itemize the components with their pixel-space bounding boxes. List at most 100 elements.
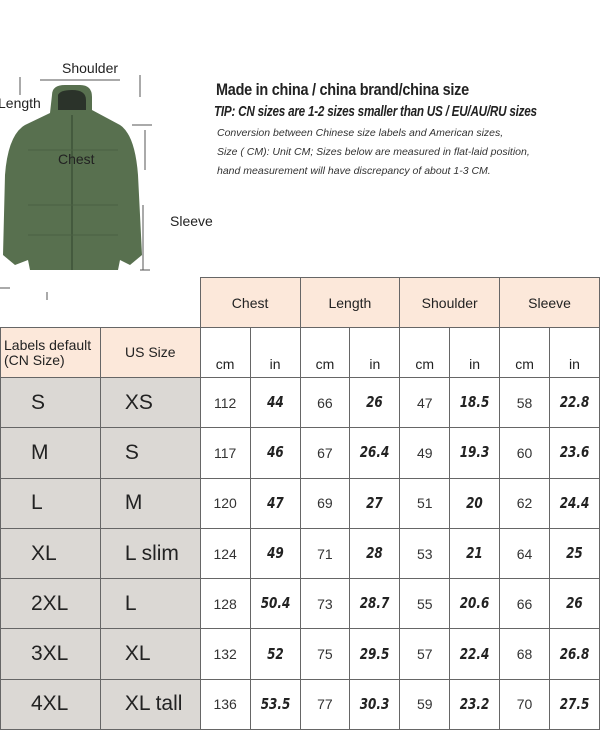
value-cm: 66 xyxy=(499,578,550,630)
value-cm: 49 xyxy=(399,427,451,479)
value-in: 27.5 xyxy=(559,694,590,713)
value-in: 46 xyxy=(266,443,284,462)
value-in-cell: 22.8 xyxy=(548,376,600,429)
value-cm: 64 xyxy=(499,527,550,580)
value-in: 21 xyxy=(466,544,483,563)
value-in-cell: 27 xyxy=(349,477,401,529)
us-size: L slim xyxy=(99,527,201,580)
shoulder-label: Shoulder xyxy=(62,60,119,76)
value-cm: 73 xyxy=(299,578,351,630)
value-cm: 66 xyxy=(299,376,351,429)
unit-in: in xyxy=(548,327,600,378)
value-in-cell: 28 xyxy=(349,527,401,580)
value-cm: 67 xyxy=(299,427,351,479)
value-in-cell: 23.6 xyxy=(548,427,600,479)
value-cm: 128 xyxy=(199,578,251,630)
value-cm: 132 xyxy=(199,628,251,680)
us-size: XL tall xyxy=(99,678,201,730)
value-in: 28 xyxy=(366,544,384,563)
value-in-cell: 25 xyxy=(548,527,600,580)
value-cm: 55 xyxy=(399,578,451,630)
value-in-cell: 27.5 xyxy=(548,678,600,730)
header-cn-size: Labels default (CN Size) xyxy=(0,327,101,378)
table-row: 4XL XL tall 136 53.5 77 30.3 59 23.2 70 27.5 xyxy=(0,678,600,730)
table-row: L M 120 47 69 27 51 20 62 24.4 xyxy=(0,477,600,529)
cn-size: S xyxy=(0,376,101,429)
description-line: Conversion between Chinese size labels a… xyxy=(217,127,504,139)
value-cm: 71 xyxy=(299,527,351,580)
description-line: hand measurement will have discrepancy o… xyxy=(217,165,491,177)
unit-in: in xyxy=(349,327,401,378)
length-label: Length xyxy=(0,95,41,111)
value-in: 44 xyxy=(266,393,284,412)
value-in: 49 xyxy=(266,544,284,563)
value-in-cell: 20.6 xyxy=(449,578,501,630)
value-in-cell: 50.4 xyxy=(249,578,301,630)
value-in-cell: 21 xyxy=(449,527,501,580)
value-in-cell: 23.2 xyxy=(449,678,501,730)
empty-corner xyxy=(0,277,201,328)
value-in-cell: 18.5 xyxy=(449,376,501,429)
table-row: XL L slim 124 49 71 28 53 21 64 25 xyxy=(0,527,600,580)
value-cm: 51 xyxy=(399,477,451,529)
us-size: XL xyxy=(99,628,201,680)
value-in: 26.8 xyxy=(559,644,590,663)
value-in-cell: 26 xyxy=(548,578,600,630)
value-in: 28.7 xyxy=(360,594,390,613)
us-size: M xyxy=(99,477,201,529)
header-sleeve: Sleeve xyxy=(499,277,600,328)
value-in: 22.4 xyxy=(459,644,490,663)
value-in-cell: 26.4 xyxy=(349,427,401,479)
value-cm: 77 xyxy=(299,678,351,730)
value-in: 23.2 xyxy=(459,694,490,713)
value-cm: 62 xyxy=(499,477,550,529)
value-cm: 60 xyxy=(499,427,550,479)
value-in: 47 xyxy=(266,493,284,512)
table-row: M S 117 46 67 26.4 49 19.3 60 23.6 xyxy=(0,427,600,479)
us-size: XS xyxy=(99,376,201,429)
value-in-cell: 46 xyxy=(249,427,301,479)
header-shoulder: Shoulder xyxy=(399,277,501,328)
value-cm: 124 xyxy=(199,527,251,580)
value-cm: 58 xyxy=(499,376,550,429)
cn-size: 3XL xyxy=(0,628,101,680)
cn-size: XL xyxy=(0,527,101,580)
value-in: 18.5 xyxy=(459,393,490,412)
chest-label: Chest xyxy=(58,151,95,167)
cn-size: 2XL xyxy=(0,578,101,630)
value-in: 23.6 xyxy=(559,443,590,462)
value-cm: 70 xyxy=(499,678,550,730)
value-in: 24.4 xyxy=(559,493,590,512)
value-in: 52 xyxy=(266,644,284,663)
jacket-image xyxy=(0,75,152,300)
value-in-cell: 49 xyxy=(249,527,301,580)
value-in: 26 xyxy=(366,393,384,412)
value-in-cell: 30.3 xyxy=(349,678,401,730)
value-cm: 69 xyxy=(299,477,351,529)
value-cm: 68 xyxy=(499,628,550,680)
value-in: 27 xyxy=(366,493,384,512)
header-length: Length xyxy=(299,277,401,328)
value-in: 25 xyxy=(566,544,583,563)
value-in: 20.6 xyxy=(459,594,490,613)
unit-cm: cm xyxy=(199,327,251,378)
unit-cm: cm xyxy=(299,327,351,378)
cn-size: 4XL xyxy=(0,678,101,730)
value-in-cell: 52 xyxy=(249,628,301,680)
us-size: L xyxy=(99,578,201,630)
value-cm: 136 xyxy=(199,678,251,730)
value-in: 26 xyxy=(566,594,583,613)
cn-size: M xyxy=(0,427,101,479)
value-in: 29.5 xyxy=(360,644,390,663)
value-in-cell: 47 xyxy=(249,477,301,529)
value-cm: 47 xyxy=(399,376,451,429)
value-cm: 112 xyxy=(199,376,251,429)
sleeve-label: Sleeve xyxy=(170,213,213,229)
unit-in: in xyxy=(449,327,501,378)
value-cm: 57 xyxy=(399,628,451,680)
value-in: 30.3 xyxy=(360,694,390,713)
value-in: 53.5 xyxy=(260,694,290,713)
value-in: 50.4 xyxy=(260,594,290,613)
value-in-cell: 19.3 xyxy=(449,427,501,479)
page-title: Made in china / china brand/china size xyxy=(216,80,469,99)
